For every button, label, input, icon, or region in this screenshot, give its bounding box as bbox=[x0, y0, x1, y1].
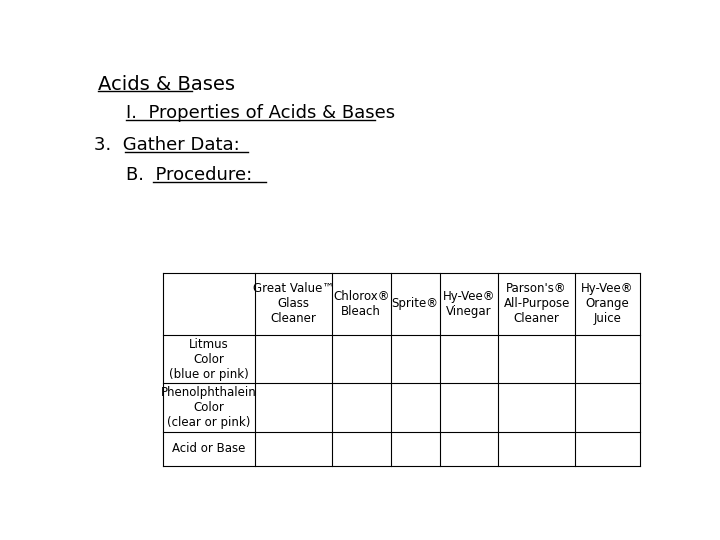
Text: Litmus
Color
(blue or pink): Litmus Color (blue or pink) bbox=[169, 338, 249, 381]
Text: Parson's®
All-Purpose
Cleaner: Parson's® All-Purpose Cleaner bbox=[503, 282, 570, 325]
Text: Sprite®: Sprite® bbox=[392, 298, 438, 310]
Text: Chlorox®
Bleach: Chlorox® Bleach bbox=[333, 290, 390, 318]
Text: B.  Procedure:: B. Procedure: bbox=[126, 166, 253, 184]
Text: Acid or Base: Acid or Base bbox=[172, 442, 246, 455]
Text: Hy-Vee®
Vinegar: Hy-Vee® Vinegar bbox=[443, 290, 495, 318]
Text: 3.  Gather Data:: 3. Gather Data: bbox=[94, 136, 240, 154]
Text: I.  Properties of Acids & Bases: I. Properties of Acids & Bases bbox=[126, 104, 395, 122]
Text: Acids & Bases: Acids & Bases bbox=[99, 75, 235, 94]
Text: Phenolphthalein
Color
(clear or pink): Phenolphthalein Color (clear or pink) bbox=[161, 386, 257, 429]
Text: Hy-Vee®
Orange
Juice: Hy-Vee® Orange Juice bbox=[581, 282, 634, 325]
Text: Great Value™
Glass
Cleaner: Great Value™ Glass Cleaner bbox=[253, 282, 334, 325]
